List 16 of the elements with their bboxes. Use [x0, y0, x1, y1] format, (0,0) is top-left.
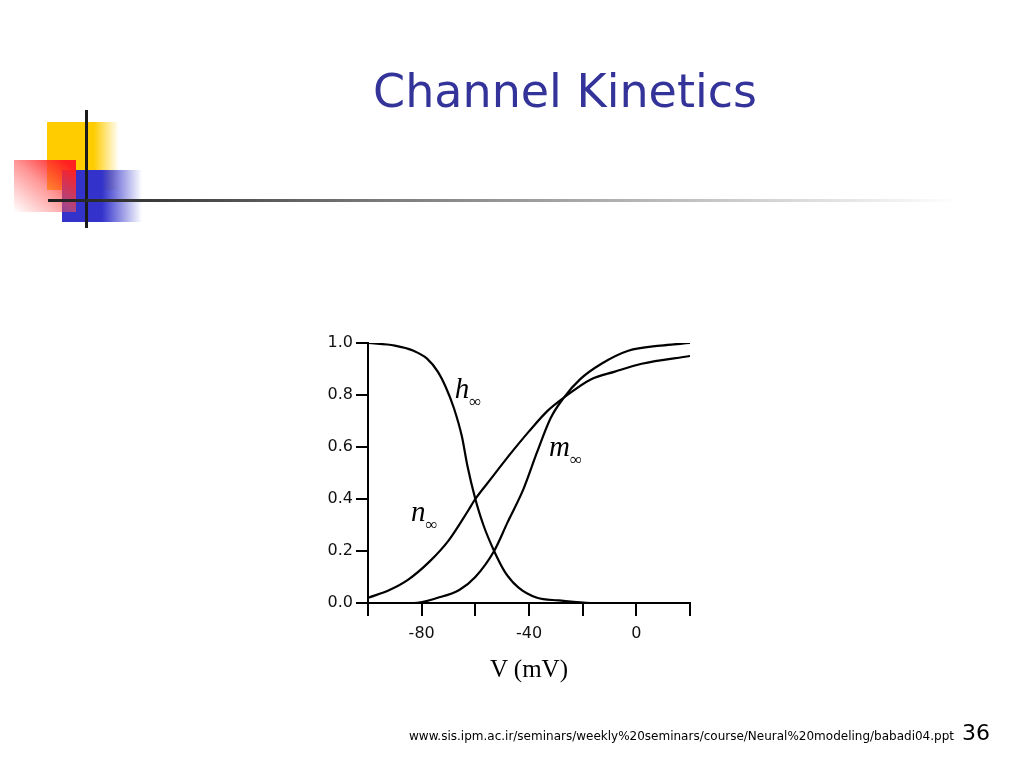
- y-tick-label: 0.4: [327, 488, 353, 508]
- chart-title: Channel Kinetics: [372, 64, 758, 120]
- y-tick-label: 0.0: [327, 592, 353, 612]
- text: 36: [962, 720, 990, 745]
- series-label: h∞: [454, 372, 482, 412]
- x-tick-label: -80: [408, 622, 435, 642]
- y-tick-label: 0.6: [327, 436, 353, 456]
- x-tick-label: 0: [631, 622, 642, 642]
- y-tick-label: 1.0: [327, 332, 353, 352]
- x-axis-title: V (mV): [489, 654, 569, 683]
- y-tick-label: 0.8: [327, 384, 353, 404]
- series-label: m∞: [549, 430, 583, 470]
- series-label: n∞: [410, 494, 438, 534]
- text: www.sis.ipm.ac.ir/seminars/weekly%20seminars/course/Neural%20modeling/babadi04.ppt: [409, 729, 954, 743]
- y-tick-label: 0.2: [327, 540, 353, 560]
- x-tick-label: -40: [515, 622, 543, 642]
